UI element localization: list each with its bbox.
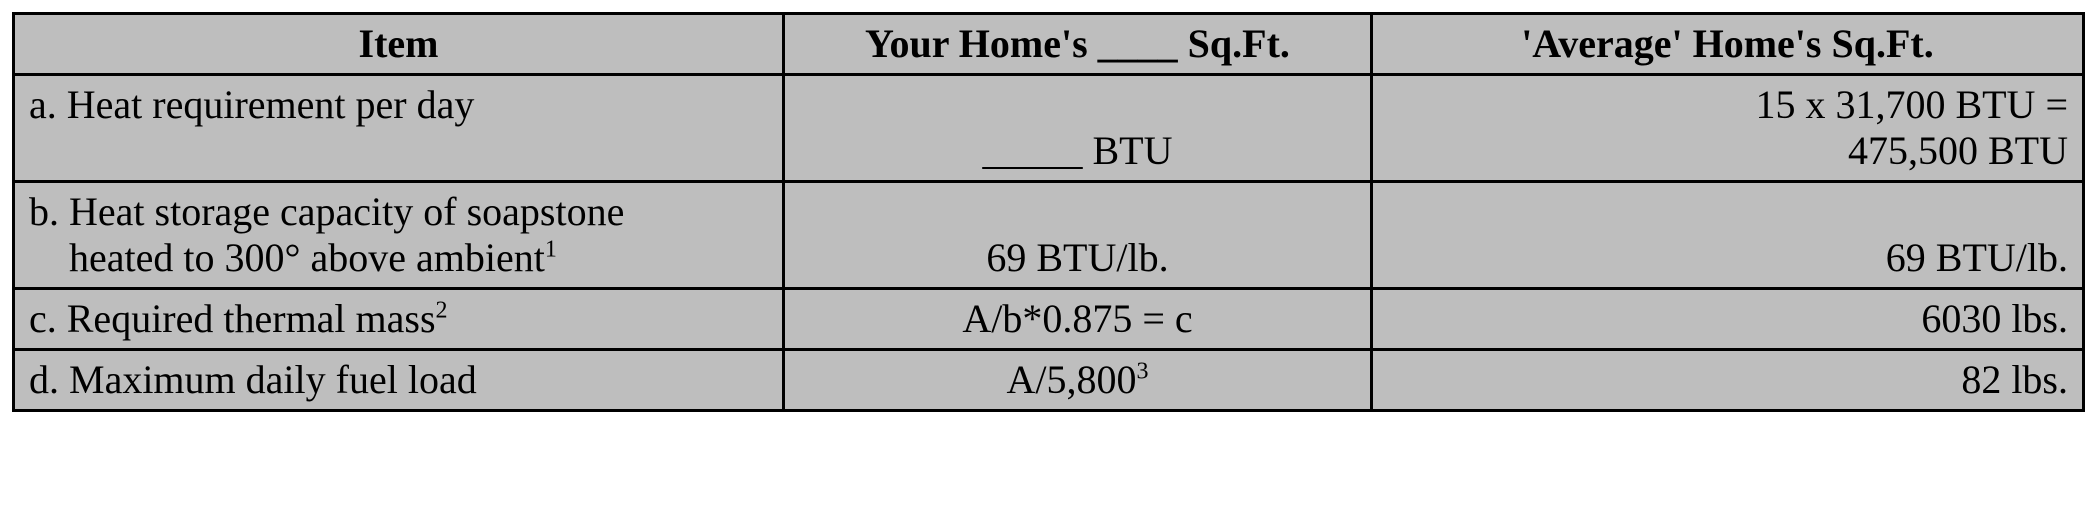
row-a-avg: 15 x 31,700 BTU = 475,500 BTU bbox=[1371, 75, 2083, 182]
table-row: a. Heat requirement per day _____ BTU 15… bbox=[14, 75, 2084, 182]
table-row: c. Required thermal mass2 A/b*0.875 = c … bbox=[14, 289, 2084, 350]
row-b-your: 69 BTU/lb. bbox=[784, 182, 1372, 289]
row-a-avg-line1: 15 x 31,700 BTU = bbox=[1755, 82, 2068, 127]
row-c-item-text: c. Required thermal mass bbox=[29, 296, 436, 341]
row-c-item: c. Required thermal mass2 bbox=[14, 289, 784, 350]
header-item: Item bbox=[14, 14, 784, 75]
row-d-your: A/5,8003 bbox=[784, 350, 1372, 411]
row-d-avg: 82 lbs. bbox=[1371, 350, 2083, 411]
header-average-home: 'Average' Home's Sq.Ft. bbox=[1371, 14, 2083, 75]
header-your-home: Your Home's ____ Sq.Ft. bbox=[784, 14, 1372, 75]
row-d-footnote: 3 bbox=[1136, 359, 1148, 385]
row-b-item-line2: heated to 300° above ambient bbox=[69, 235, 545, 280]
row-a-item: a. Heat requirement per day bbox=[14, 75, 784, 182]
row-b-avg: 69 BTU/lb. bbox=[1371, 182, 2083, 289]
row-c-footnote: 2 bbox=[436, 298, 448, 324]
row-c-avg: 6030 lbs. bbox=[1371, 289, 2083, 350]
row-d-item: d. Maximum daily fuel load bbox=[14, 350, 784, 411]
table-row: b. Heat storage capacity of soapstone he… bbox=[14, 182, 2084, 289]
row-a-avg-line2: 475,500 BTU bbox=[1848, 128, 2068, 173]
row-d-your-text: A/5,800 bbox=[1006, 357, 1136, 402]
row-a-your: _____ BTU bbox=[784, 75, 1372, 182]
heat-sizing-table: Item Your Home's ____ Sq.Ft. 'Average' H… bbox=[12, 12, 2085, 412]
row-b-item-line1: b. Heat storage capacity of soapstone bbox=[29, 189, 624, 234]
row-b-footnote: 1 bbox=[545, 237, 557, 263]
table-row: d. Maximum daily fuel load A/5,8003 82 l… bbox=[14, 350, 2084, 411]
row-c-your: A/b*0.875 = c bbox=[784, 289, 1372, 350]
table-header-row: Item Your Home's ____ Sq.Ft. 'Average' H… bbox=[14, 14, 2084, 75]
row-b-item: b. Heat storage capacity of soapstone he… bbox=[14, 182, 784, 289]
